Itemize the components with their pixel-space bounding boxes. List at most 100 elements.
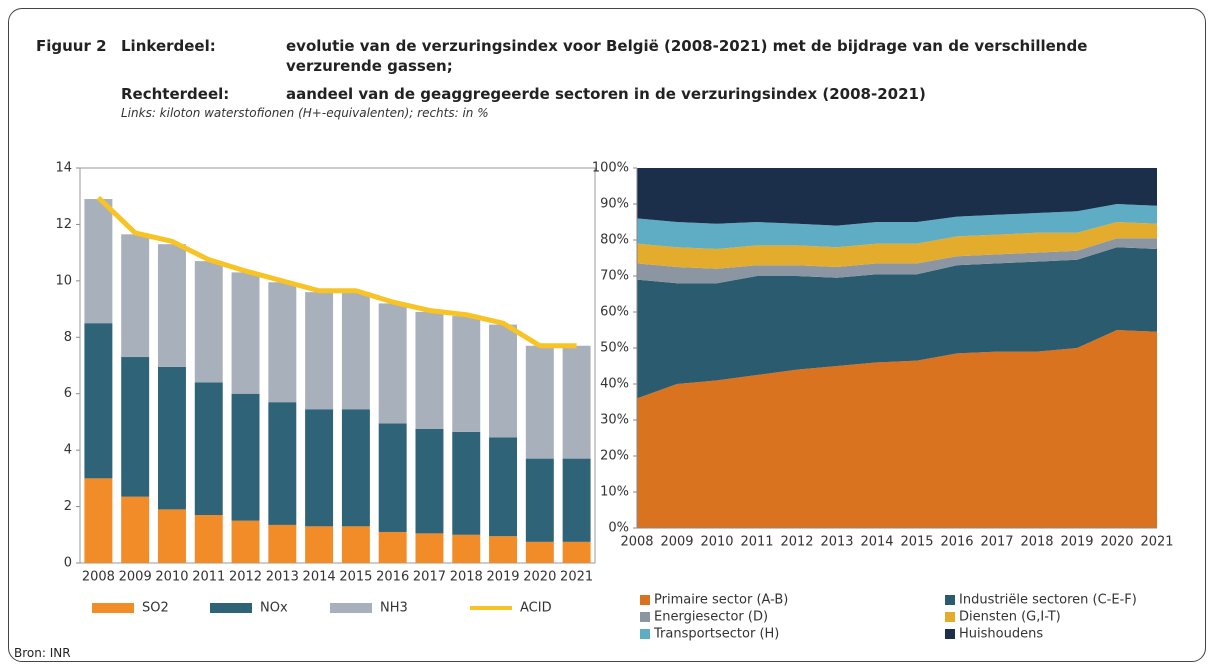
x-tick-label: 2012 (229, 570, 262, 585)
bar-segment (268, 402, 297, 525)
bar-segment (194, 515, 223, 563)
left-text: evolutie van de verzuringsindex voor Bel… (286, 37, 1088, 75)
bar-segment (341, 409, 370, 527)
source: Bron: INR (14, 646, 71, 660)
bar-segment (562, 541, 591, 563)
x-tick-label: 2015 (339, 570, 372, 585)
bar-segment (562, 458, 591, 542)
bar-segment (268, 524, 297, 563)
bar-segment (525, 541, 554, 563)
legend-label: ACID (520, 601, 552, 616)
bar-segment (121, 234, 150, 358)
x-tick-label: 2014 (860, 535, 893, 550)
right-label: Rechterdeel: (121, 85, 230, 103)
bar-segment (157, 366, 186, 510)
bar-segment (121, 357, 150, 497)
x-tick-label: 2019 (486, 570, 519, 585)
bar-segment (194, 382, 223, 516)
legend-label: Primaire sector (A-B) (654, 593, 788, 608)
bar-segment (489, 536, 518, 563)
bar-segment (305, 526, 334, 563)
bar-segment (452, 431, 481, 535)
y-tick-label: 0 (64, 556, 72, 571)
y-tick-label: 60% (600, 305, 629, 320)
x-tick-label: 2009 (660, 535, 693, 550)
x-tick-label: 2008 (82, 570, 115, 585)
bar-segment (415, 428, 444, 534)
bar-segment (562, 345, 591, 459)
bar-segment (525, 345, 554, 459)
bar-segment (525, 458, 554, 542)
bar-segment (231, 272, 260, 394)
y-tick-label: 0% (608, 521, 629, 536)
bar-segment (489, 437, 518, 537)
x-tick-label: 2009 (119, 570, 152, 585)
x-tick-label: 2018 (1020, 535, 1053, 550)
bar-segment (231, 520, 260, 563)
y-tick-label: 40% (600, 377, 629, 392)
legend-label: Huishoudens (959, 627, 1043, 642)
bar-segment (378, 423, 407, 532)
x-tick-label: 2008 (620, 535, 653, 550)
x-tick-label: 2018 (450, 570, 483, 585)
bar-segment (305, 292, 334, 410)
x-tick-label: 2015 (900, 535, 933, 550)
legend-swatch (640, 612, 650, 622)
bar-segment (489, 324, 518, 438)
x-tick-label: 2019 (1060, 535, 1093, 550)
figure-label: Figuur 2 (36, 37, 107, 55)
area (637, 204, 1157, 249)
x-tick-label: 2021 (560, 570, 593, 585)
x-tick-label: 2010 (155, 570, 188, 585)
bar-segment (452, 534, 481, 563)
x-tick-label: 2012 (780, 535, 813, 550)
legend-swatch (945, 612, 955, 622)
legend-label: Transportsector (H) (653, 627, 779, 642)
y-tick-label: 30% (600, 413, 629, 428)
x-tick-label: 2013 (820, 535, 853, 550)
bar-segment (268, 282, 297, 403)
left-label: Linkerdeel: (121, 37, 216, 55)
y-tick-label: 10 (55, 273, 72, 288)
legend-swatch (640, 595, 650, 605)
x-tick-label: 2013 (266, 570, 299, 585)
bar-segment (415, 311, 444, 429)
legend-swatch (92, 603, 134, 613)
legend-label: SO2 (142, 601, 169, 616)
y-tick-label: 100% (592, 161, 629, 176)
legend-swatch (330, 603, 372, 613)
y-tick-label: 2 (64, 499, 72, 514)
x-tick-label: 2017 (980, 535, 1013, 550)
y-tick-label: 10% (600, 485, 629, 500)
bar-segment (378, 303, 407, 424)
bar-segment (157, 509, 186, 563)
x-tick-label: 2016 (376, 570, 409, 585)
area (637, 330, 1157, 528)
subtitle: Links: kiloton waterstofionen (H+-equiva… (121, 106, 489, 120)
x-tick-label: 2021 (1140, 535, 1173, 550)
legend-label: NOx (260, 601, 288, 616)
bar-segment (121, 496, 150, 563)
legend-label: Industriële sectoren (C-E-F) (959, 593, 1137, 608)
y-tick-label: 80% (600, 233, 629, 248)
x-tick-label: 2011 (740, 535, 773, 550)
y-tick-label: 70% (600, 269, 629, 284)
x-tick-label: 2016 (940, 535, 973, 550)
bar-segment (452, 316, 481, 432)
legend-label: Energiesector (D) (654, 610, 768, 625)
x-tick-label: 2020 (523, 570, 556, 585)
bar-segment (84, 323, 113, 479)
bar-segment (305, 409, 334, 527)
legend-swatch (945, 629, 955, 639)
x-tick-label: 2014 (303, 570, 336, 585)
y-tick-label: 6 (64, 386, 72, 401)
legend-label: NH3 (380, 601, 408, 616)
bar-segment (341, 292, 370, 410)
area (637, 247, 1157, 399)
frame (8, 8, 1206, 662)
y-tick-label: 50% (600, 341, 629, 356)
legend-label: Diensten (G,I-T) (959, 610, 1061, 625)
plot-border (79, 167, 596, 564)
